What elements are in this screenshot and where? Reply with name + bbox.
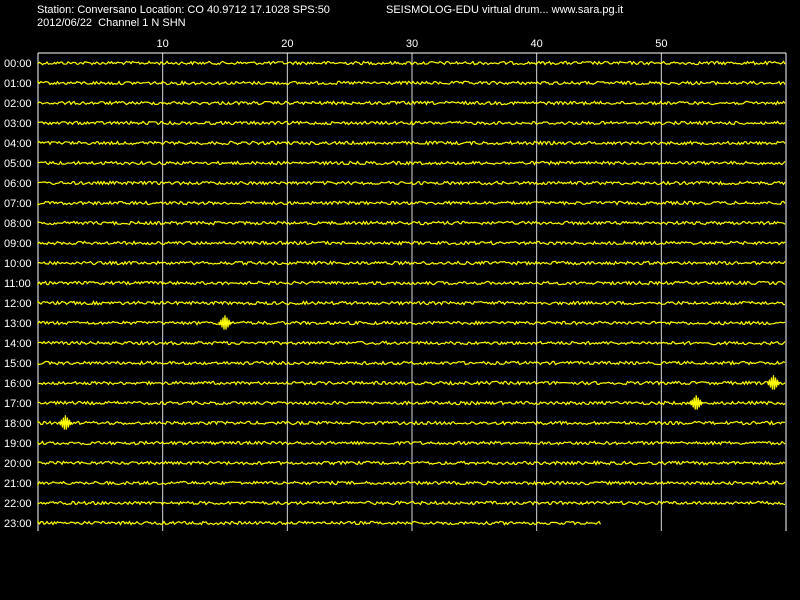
row-label: 12:00 [4,298,32,310]
row-label: 22:00 [4,498,32,510]
row-label: 02:00 [4,98,32,110]
trace-2000 [37,460,786,467]
x-tick-label: 20 [281,38,293,50]
station-info: Station: Conversano Location: CO 40.9712… [37,4,330,16]
trace-1100 [37,280,786,286]
trace-1200 [37,300,786,306]
row-labels: 00:00 01:00 02:00 03:00 04:00 05:00 06:00 07:00… [4,58,32,530]
row-label: 05:00 [4,158,32,170]
row-label: 23:00 [4,518,32,530]
row-label: 14:00 [4,338,32,350]
row-label: 06:00 [4,178,32,190]
row-label: 21:00 [4,478,32,490]
trace-1500 [37,360,786,366]
row-label: 03:00 [4,118,32,130]
trace-0000 [37,60,786,66]
trace-1400 [37,340,786,346]
row-label: 11:00 [4,278,31,290]
trace-0400 [37,140,786,146]
date-channel-info: 2012/06/22 Channel 1 N SHN [37,17,186,29]
event-spike [218,315,232,330]
event-spike [766,375,781,390]
row-label: 15:00 [4,358,32,370]
trace-2300 [37,519,602,526]
row-label: 16:00 [4,378,32,390]
trace-0900 [37,240,786,246]
x-tick-labels: 10 20 30 40 50 [157,38,668,50]
trace-1600 [37,380,786,386]
row-label: 13:00 [4,318,32,330]
x-tick-label: 30 [406,38,418,50]
trace-2100 [37,480,786,487]
trace-1300 [37,320,786,326]
trace-0300 [37,120,786,126]
row-label: 08:00 [4,218,32,230]
trace-0500 [37,160,786,166]
trace-1000 [37,260,786,266]
row-label: 19:00 [4,438,32,450]
row-label: 09:00 [4,238,32,250]
row-label: 01:00 [4,78,32,90]
row-label: 00:00 [4,58,32,70]
row-label: 04:00 [4,138,32,150]
grid-layer [37,52,787,531]
row-label: 20:00 [4,458,32,470]
row-label: 17:00 [4,398,32,410]
trace-0800 [37,220,786,226]
trace-1800 [37,420,785,426]
x-tick-label: 40 [531,38,543,50]
trace-0700 [37,200,786,206]
trace-0100 [37,79,786,86]
trace-0600 [37,180,786,186]
trace-layer [37,60,786,526]
x-tick-label: 50 [655,38,667,50]
trace-1700 [37,400,786,406]
event-spike [689,395,703,410]
row-label: 10:00 [4,258,32,270]
row-label: 07:00 [4,198,32,210]
trace-0200 [37,100,786,106]
trace-1900 [37,440,786,446]
drum-title: SEISMOLOG-EDU virtual drum... www.sara.p… [386,4,624,16]
event-spike [58,415,72,430]
row-label: 18:00 [4,418,32,430]
trace-2200 [37,500,786,506]
x-tick-label: 10 [157,38,169,50]
